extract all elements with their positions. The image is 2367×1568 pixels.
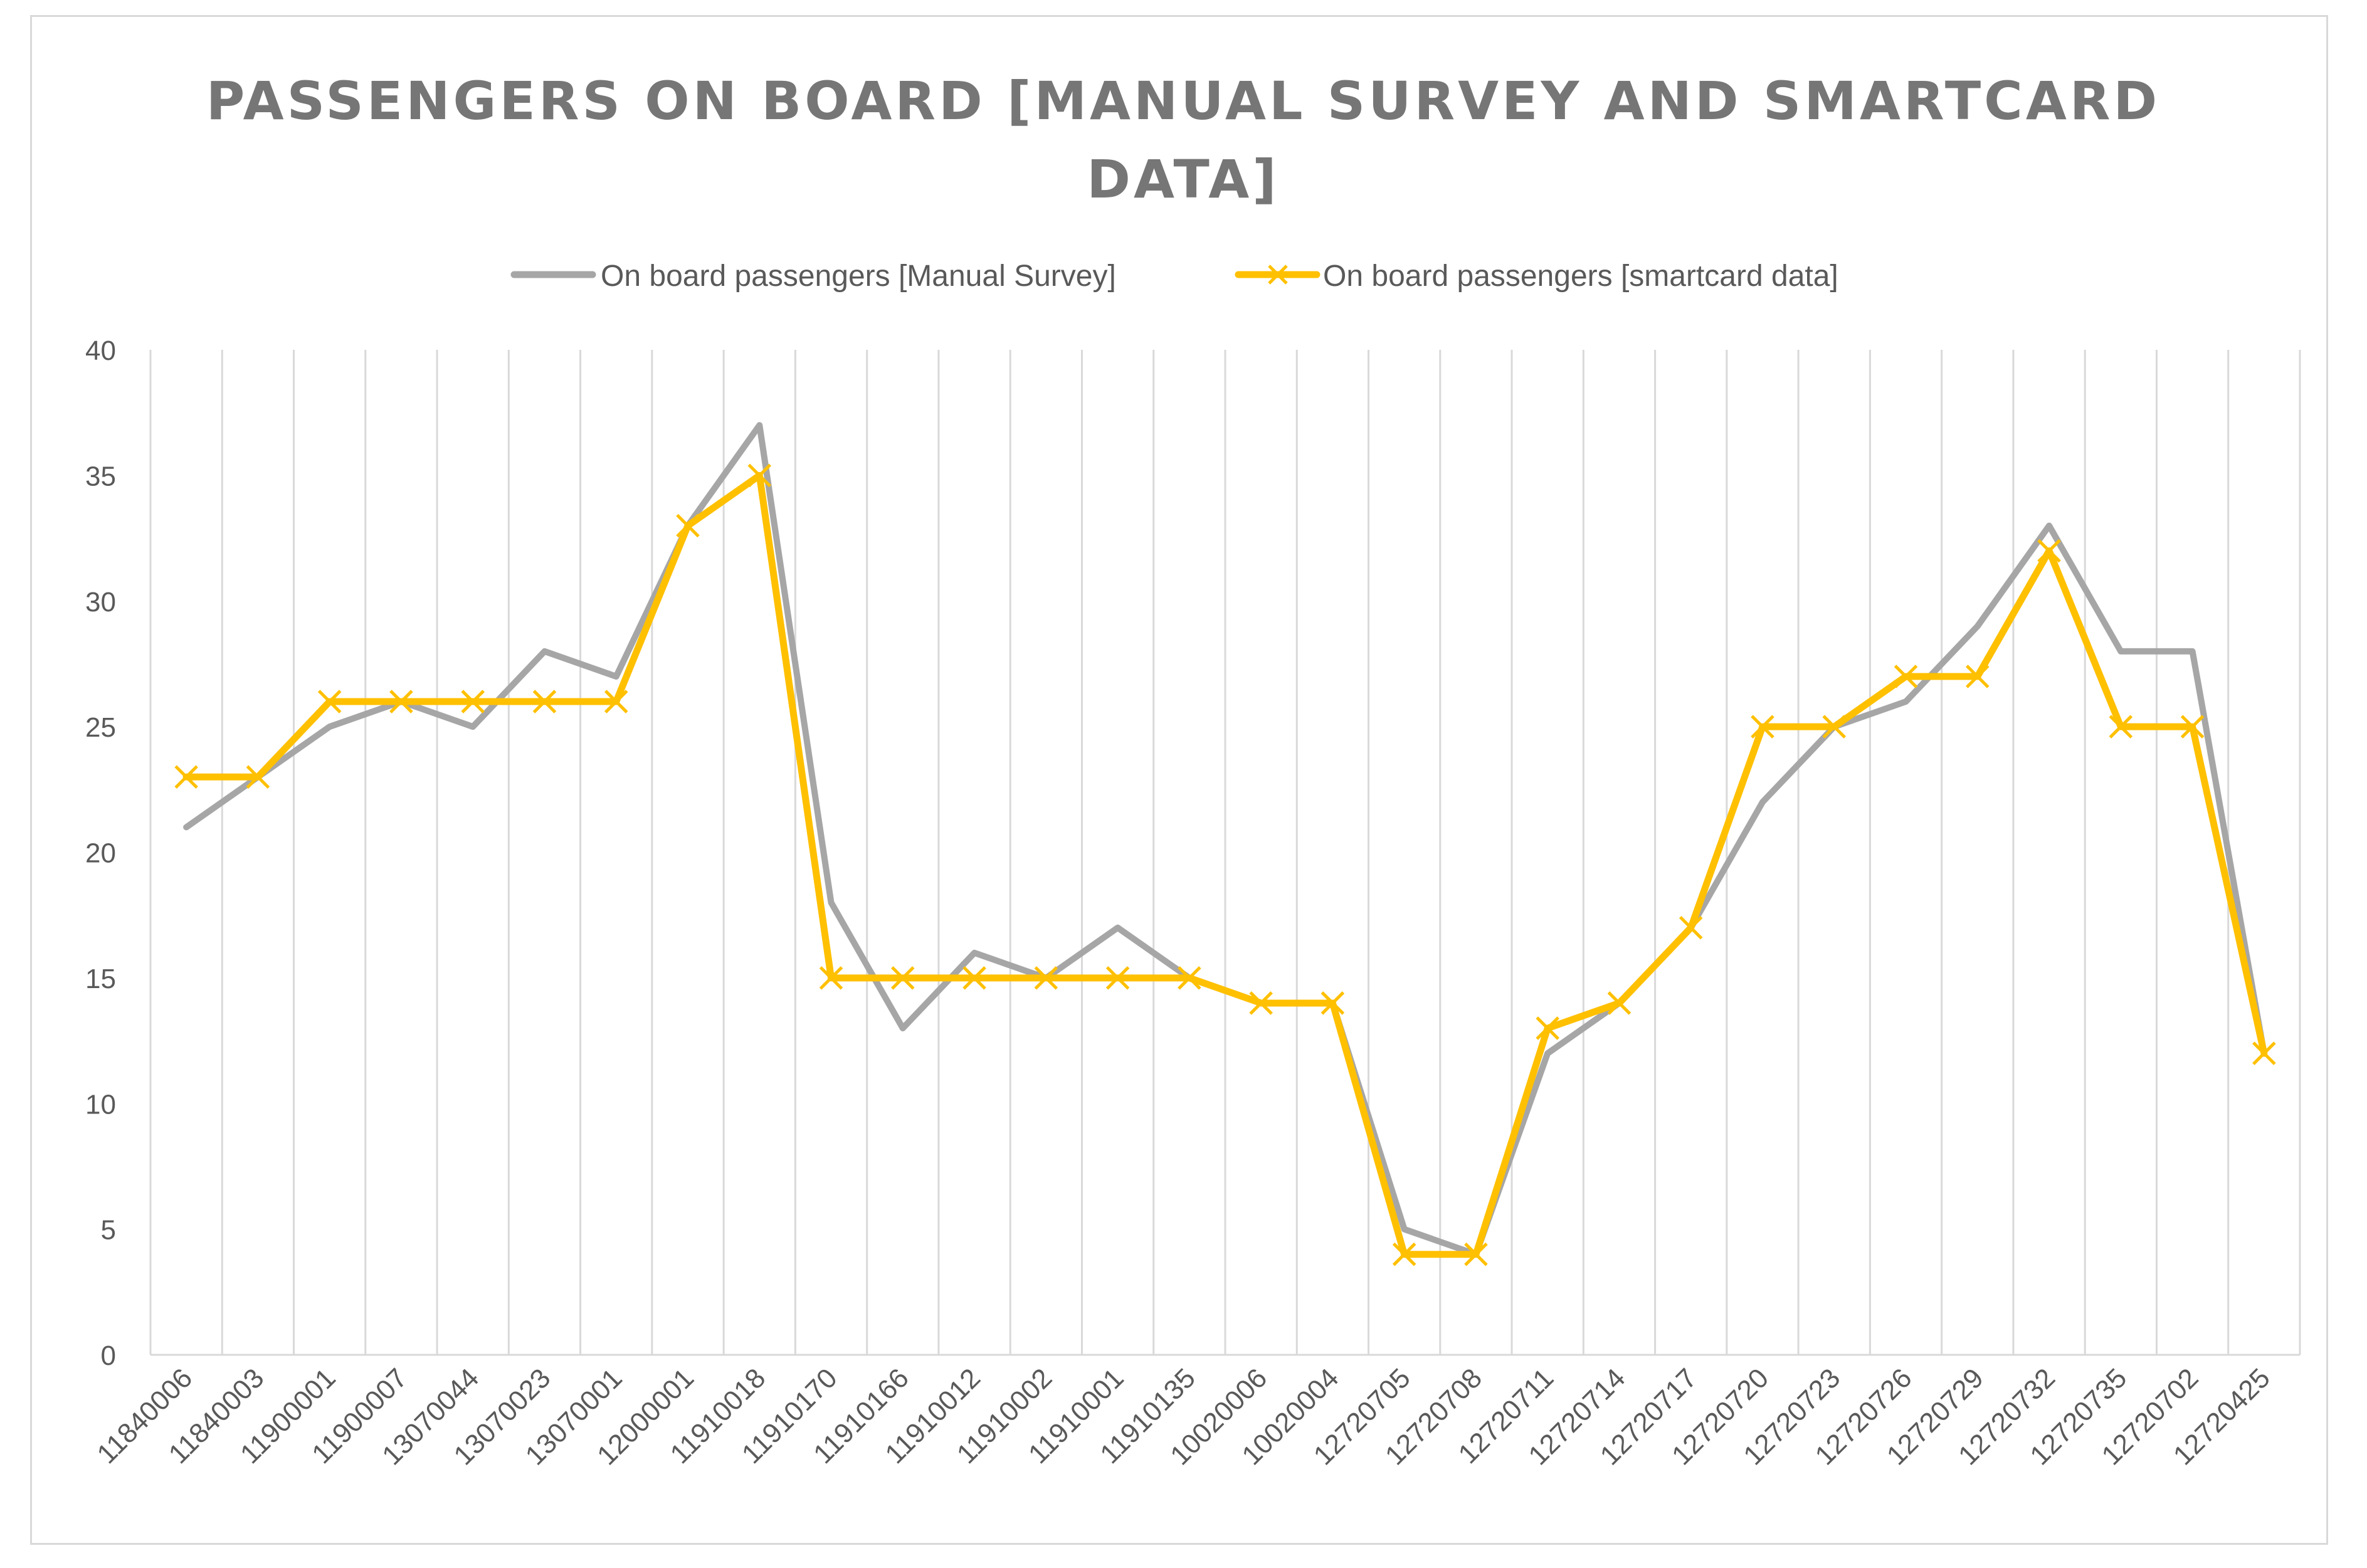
chart-title-line-2: DATA] — [1087, 149, 1279, 210]
data-point-marker — [1679, 915, 1703, 940]
data-point-marker — [1966, 665, 1990, 688]
data-point-marker — [1464, 1242, 1488, 1266]
data-point-marker — [1249, 991, 1273, 1015]
data-point-marker — [1034, 966, 1058, 990]
data-point-marker — [962, 966, 986, 990]
y-tick-label: 35 — [85, 461, 116, 492]
data-point-marker — [1894, 665, 1918, 688]
legend-label-smartcard: On board passengers [smartcard data] — [1323, 260, 1838, 293]
legend-entry-manual-survey: On board passengers [Manual Survey] — [510, 260, 1116, 293]
data-point-marker — [1178, 966, 1201, 990]
data-point-marker — [747, 463, 772, 488]
data-point-marker — [1536, 1016, 1559, 1040]
data-point-marker — [891, 966, 915, 990]
y-axis: 0 5 10 15 20 25 30 35 40 — [85, 335, 116, 1371]
y-tick-label: 5 — [101, 1215, 116, 1246]
data-point-marker — [819, 966, 843, 990]
legend-entry-smartcard: On board passengers [smartcard data] — [1235, 260, 1838, 293]
y-tick-label: 0 — [101, 1340, 116, 1371]
series-line — [182, 471, 2268, 1258]
y-tick-label: 15 — [85, 964, 116, 994]
series-smartcard — [174, 463, 2276, 1266]
data-point-marker — [676, 513, 700, 538]
data-point-marker — [1607, 991, 1632, 1015]
data-point-marker — [2252, 1041, 2276, 1065]
data-point-marker — [1392, 1242, 1416, 1266]
y-tick-label: 10 — [85, 1089, 116, 1120]
data-point-marker — [532, 690, 557, 713]
legend: On board passengers [Manual Survey] On b… — [510, 260, 1838, 293]
x-axis: 1184000611840003119000011190000713070044… — [91, 1362, 2275, 1471]
legend-marker-smartcard — [1268, 265, 1288, 285]
data-point-marker — [604, 690, 628, 713]
y-tick-label: 25 — [85, 712, 116, 743]
data-point-marker — [1751, 715, 1774, 739]
data-point-marker — [317, 690, 342, 713]
data-point-marker — [1321, 991, 1345, 1015]
data-point-marker — [246, 765, 270, 789]
data-point-marker — [1105, 966, 1130, 990]
y-tick-label: 20 — [85, 838, 116, 869]
gridlines — [149, 350, 2301, 1356]
legend-label-manual-survey: On board passengers [Manual Survey] — [601, 260, 1116, 293]
data-point-marker — [389, 690, 413, 713]
data-point-marker — [2109, 715, 2133, 739]
data-point-marker — [174, 765, 198, 789]
chart-title-line-1: PASSENGERS ON BOARD [MANUAL SURVEY AND S… — [206, 70, 2161, 132]
data-point-marker — [2180, 715, 2205, 739]
data-point-marker — [461, 690, 485, 713]
y-tick-label: 30 — [85, 587, 116, 618]
y-tick-label: 40 — [85, 335, 116, 366]
series-layer — [174, 422, 2276, 1266]
data-point-marker — [1822, 715, 1847, 739]
data-point-marker — [2037, 539, 2061, 563]
chart-area — [30, 15, 2328, 1545]
